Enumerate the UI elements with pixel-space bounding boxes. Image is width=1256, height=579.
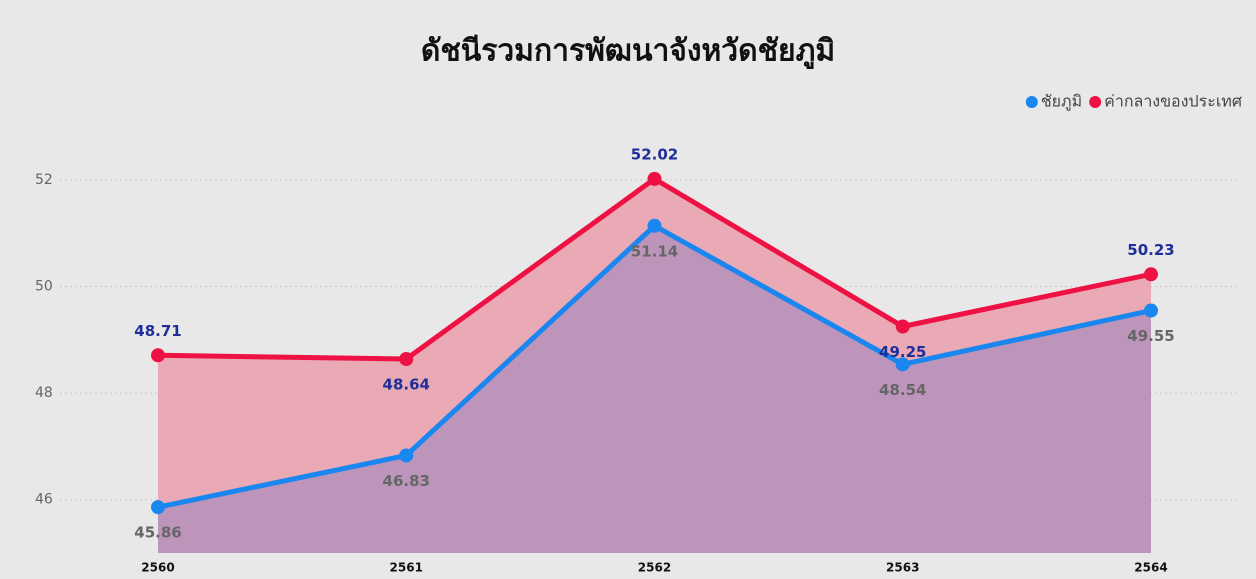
area (158, 225, 1151, 554)
x-tick-label: 2561 (390, 561, 423, 575)
data-label: 45.86 (134, 524, 181, 542)
point (399, 352, 414, 367)
data-label: 46.83 (383, 472, 430, 490)
data-label: 52.02 (631, 145, 678, 163)
point (1144, 303, 1158, 318)
y-tick-label: 48 (35, 385, 53, 401)
point (1144, 267, 1158, 282)
x-tick-label: 2563 (886, 561, 919, 575)
legend-marker (1025, 96, 1038, 108)
x-tick-label: 2560 (141, 561, 174, 575)
x-tick-label: 2564 (1134, 561, 1167, 575)
x-tick-label: 2562 (638, 561, 671, 575)
point (647, 218, 662, 233)
legend-label: ชัยภูมิ (1041, 92, 1082, 112)
data-label: 48.64 (383, 376, 430, 394)
legend-marker (1089, 96, 1102, 108)
point (895, 319, 910, 334)
point (895, 357, 910, 372)
y-tick-label: 50 (35, 279, 53, 295)
point (151, 348, 165, 363)
data-label: 49.55 (1127, 327, 1174, 345)
chart-title: ดัชนีรวมการพัฒนาจังหวัดชัยภูมิ (421, 34, 835, 70)
point (151, 500, 165, 515)
point (647, 171, 662, 186)
legend-label: ค่ากลางของประเทศ (1104, 92, 1242, 111)
y-tick-label: 46 (35, 492, 53, 508)
data-label: 50.23 (1127, 241, 1174, 259)
point (399, 448, 414, 463)
data-label: 48.54 (879, 381, 926, 399)
data-label: 51.14 (631, 242, 678, 260)
y-tick-label: 52 (35, 172, 53, 188)
data-label: 48.71 (134, 322, 181, 340)
data-label: 49.25 (879, 343, 926, 361)
